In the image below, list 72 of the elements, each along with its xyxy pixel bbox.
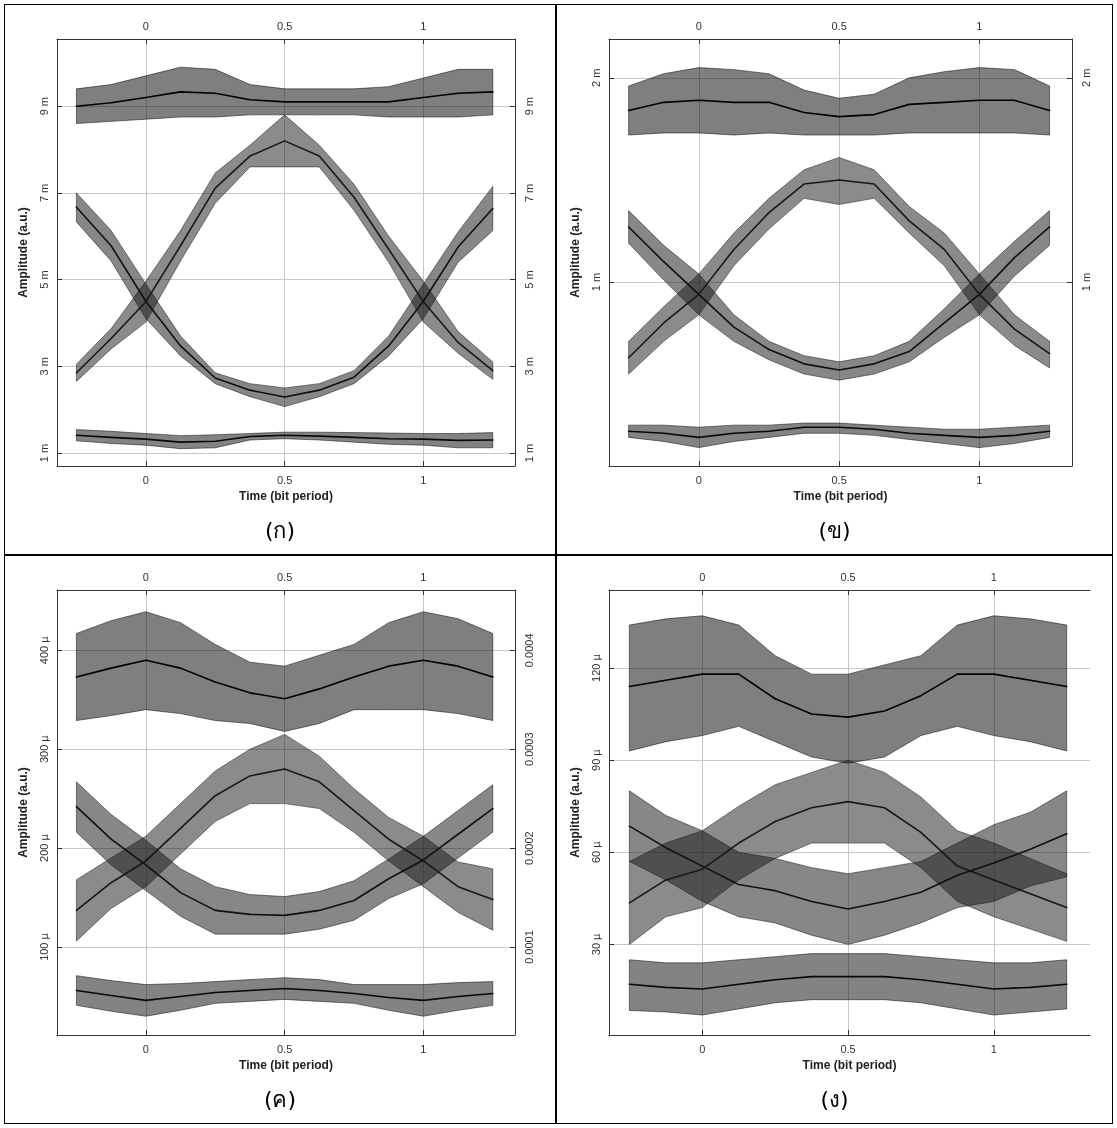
x2-tick-label: 0 (142, 570, 149, 583)
x-axis-title: Time (bit period) (802, 1057, 897, 1072)
x-tick-label: 0 (699, 1042, 706, 1055)
y2-tick-label: 1 m (522, 443, 535, 463)
y-tick-label: 100 µ (37, 932, 50, 961)
y2-tick-label: 0.0002 (522, 831, 535, 865)
y-tick-label: 120 µ (589, 653, 602, 682)
x-tick-label: 0 (142, 473, 149, 486)
x-tick-label: 1 (990, 1042, 997, 1055)
x-tick-label: 1 (420, 1042, 427, 1055)
line-series (628, 673, 1068, 718)
y2-tick-label: 9 m (522, 97, 535, 116)
x-tick-label: 0.5 (831, 473, 847, 486)
y-axis-title: Amplitude (a.u.) (568, 207, 582, 298)
x-tick-label: 0.5 (276, 473, 293, 486)
line-series (75, 434, 494, 443)
text: (ง) (819, 1086, 850, 1114)
x2-tick-label: 1 (990, 570, 997, 583)
y-tick-label: 3 m (37, 357, 50, 376)
line-series (628, 975, 1068, 990)
y-tick-label: 9 m (37, 97, 50, 116)
y-tick-label: 1 m (589, 272, 602, 292)
y-tick-label: 90 µ (589, 748, 602, 771)
y2-tick-label: 0.0004 (522, 633, 535, 668)
y-tick-label: 300 µ (37, 734, 50, 764)
y2-tick-label: 0.0001 (522, 930, 535, 964)
y2-tick-label: 0.0003 (522, 732, 535, 767)
text: (ก) (263, 517, 297, 545)
y-axis-title: Amplitude (a.u.) (568, 767, 582, 858)
line-series (75, 987, 494, 1002)
y-tick-label: 400 µ (37, 635, 50, 665)
x2-tick-label: 0 (142, 19, 149, 32)
line-series (75, 91, 494, 107)
x2-tick-label: 0.5 (276, 570, 293, 583)
x2-tick-label: 0.5 (276, 19, 293, 32)
x-tick-label: 0 (695, 473, 702, 486)
x-tick-label: 1 (976, 473, 983, 486)
x2-tick-label: 0.5 (840, 570, 856, 583)
text: (ค) (262, 1086, 298, 1114)
y2-tick-label: 2 m (1079, 68, 1092, 87)
x-tick-label: 1 (420, 473, 427, 486)
x-tick-label: 0.5 (276, 1042, 293, 1055)
x-axis-title: Time (bit period) (239, 1057, 333, 1072)
x2-tick-label: 0 (695, 19, 702, 32)
y-tick-label: 5 m (37, 270, 50, 289)
x-axis-title: Time (bit period) (239, 488, 333, 503)
y-tick-label: 2 m (589, 68, 602, 87)
x2-tick-label: 1 (420, 19, 427, 32)
y-axis-title: Amplitude (a.u.) (16, 767, 30, 858)
x-tick-label: 0.5 (840, 1042, 856, 1055)
y-tick-label: 30 µ (589, 932, 602, 956)
y2-tick-label: 5 m (522, 270, 535, 289)
x-tick-label: 0 (142, 1042, 149, 1055)
text: (ข) (817, 517, 852, 545)
y-tick-label: 7 m (37, 183, 50, 203)
x2-tick-label: 0.5 (831, 19, 847, 32)
y-tick-label: 200 µ (37, 833, 50, 862)
x2-tick-label: 1 (976, 19, 983, 32)
line-series (627, 99, 1051, 118)
y2-tick-label: 7 m (522, 183, 535, 203)
line-series (75, 768, 494, 912)
line-series (75, 659, 494, 700)
x2-tick-label: 1 (420, 570, 427, 583)
x2-tick-label: 0 (699, 570, 706, 583)
line-series (627, 426, 1051, 439)
y2-tick-label: 3 m (522, 357, 535, 376)
line-series (628, 800, 1068, 909)
y2-tick-label: 1 m (1079, 272, 1092, 292)
y-tick-label: 60 µ (589, 840, 602, 864)
y-tick-label: 1 m (37, 443, 50, 463)
y-axis-title: Amplitude (a.u.) (16, 207, 30, 298)
x-axis-title: Time (bit period) (793, 488, 888, 503)
